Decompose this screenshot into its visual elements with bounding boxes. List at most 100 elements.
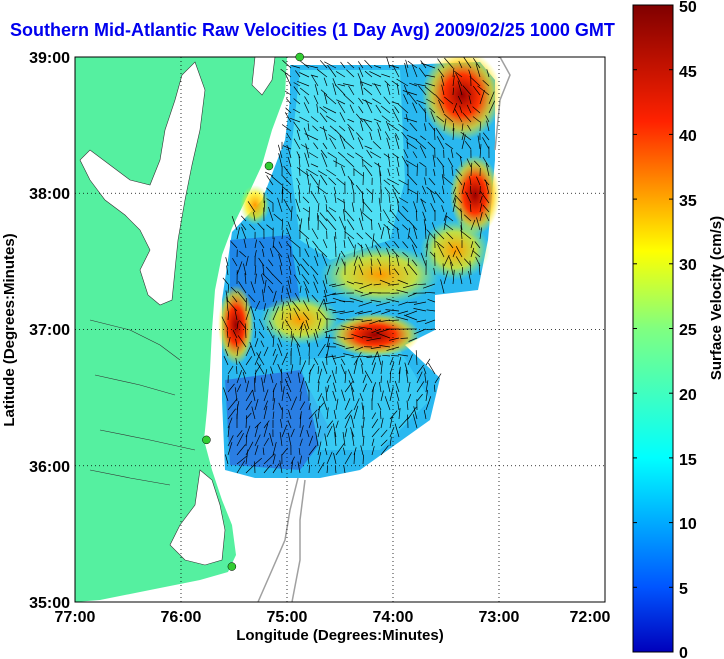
velocity-vector [389,361,395,375]
velocity-vector [413,301,427,305]
velocity-vector [424,373,427,384]
velocity-vector [308,183,311,195]
velocity-vector [414,83,427,87]
velocity-vector [353,265,357,276]
velocity-vector [331,354,337,366]
colorbar-label: Surface Velocity (cm/s) [708,216,724,380]
velocity-vector [335,267,340,276]
velocity-vector [224,348,229,357]
velocity-vector [314,255,319,267]
velocity-vector [415,139,427,150]
velocity-vector [340,358,346,366]
velocity-vector [292,108,301,114]
velocity-vector [483,179,490,186]
velocity-vector [279,432,283,447]
velocity-vector [333,452,337,465]
velocity-vector [344,452,353,465]
velocity-vector [311,75,319,87]
velocity-vector [376,351,382,366]
velocity-vector [294,292,301,303]
velocity-vector [278,241,283,249]
velocity-vector [335,443,345,456]
velocity-vector [243,238,247,249]
velocity-vector [278,254,283,267]
velocity-vector [398,368,401,384]
velocity-vector [389,204,392,213]
velocity-vector [317,452,322,465]
velocity-vector [281,183,284,195]
velocity-vector [315,431,319,447]
velocity-vector [392,153,400,159]
velocity-vector [359,81,364,96]
velocity-vector [398,407,401,420]
velocity-vector [297,184,301,195]
velocity-vector [339,300,355,303]
velocity-vector [463,214,472,222]
velocity-vector [371,351,378,366]
velocity-vector [344,428,348,438]
x-tick-label: 73:00 [479,609,520,626]
velocity-vector [290,330,292,339]
velocity-vector [476,176,481,186]
velocity-vector [369,319,382,325]
velocity-vector [317,248,328,258]
velocity-vector [327,318,337,321]
velocity-vector [402,224,409,231]
velocity-vector [341,389,346,402]
velocity-vector [353,452,356,465]
velocity-vector [358,67,364,78]
velocity-vector [317,298,325,312]
velocity-vector [272,354,278,366]
velocity-vector [344,380,354,393]
colorbar-tick-label: 25 [679,322,697,339]
velocity-vector [434,94,445,105]
velocity-vector [245,400,253,411]
velocity-vector [486,69,490,78]
velocity-vector [364,70,373,78]
velocity-vector [318,309,328,321]
velocity-vector [476,217,481,231]
velocity-vector [479,212,483,222]
velocity-vector [340,325,355,330]
velocity-vector [372,83,382,87]
velocity-vector [411,244,418,258]
velocity-vector [254,434,261,447]
velocity-vector [477,85,490,96]
velocity-vector [389,265,391,276]
velocity-vector [287,420,292,429]
velocity-vector [266,198,274,204]
velocity-vector [371,438,375,447]
velocity-vector [383,96,391,105]
velocity-vector [395,254,400,267]
velocity-vector [290,456,295,465]
velocity-patch-light [290,70,405,260]
velocity-vector [415,350,418,366]
velocity-vector [454,194,463,204]
velocity-vector [369,71,382,78]
y-axis-label: Latitude (Degrees:Minutes) [1,233,18,426]
velocity-vector [282,186,292,195]
velocity-vector [397,401,400,411]
velocity-vector [361,158,373,168]
velocity-vector [396,83,400,96]
velocity-vector [365,243,373,258]
velocity-vector [379,381,382,393]
velocity-vector [310,190,319,204]
velocity-vector [326,169,337,177]
velocity-vector [443,96,454,105]
velocity-vector [263,389,269,402]
velocity-vector [389,416,393,429]
velocity-vector [236,433,244,447]
velocity-vector [299,218,303,231]
velocity-vector [245,297,247,312]
velocity-vector [424,177,427,186]
velocity-vector [357,61,364,69]
velocity-vector [391,185,400,195]
velocity-vector [419,162,427,168]
velocity-vector [256,352,265,366]
velocity-vector [423,367,427,375]
velocity-vector [346,219,355,231]
velocity-vector [263,464,271,474]
velocity-vector [321,153,328,168]
velocity-vector [344,414,352,429]
